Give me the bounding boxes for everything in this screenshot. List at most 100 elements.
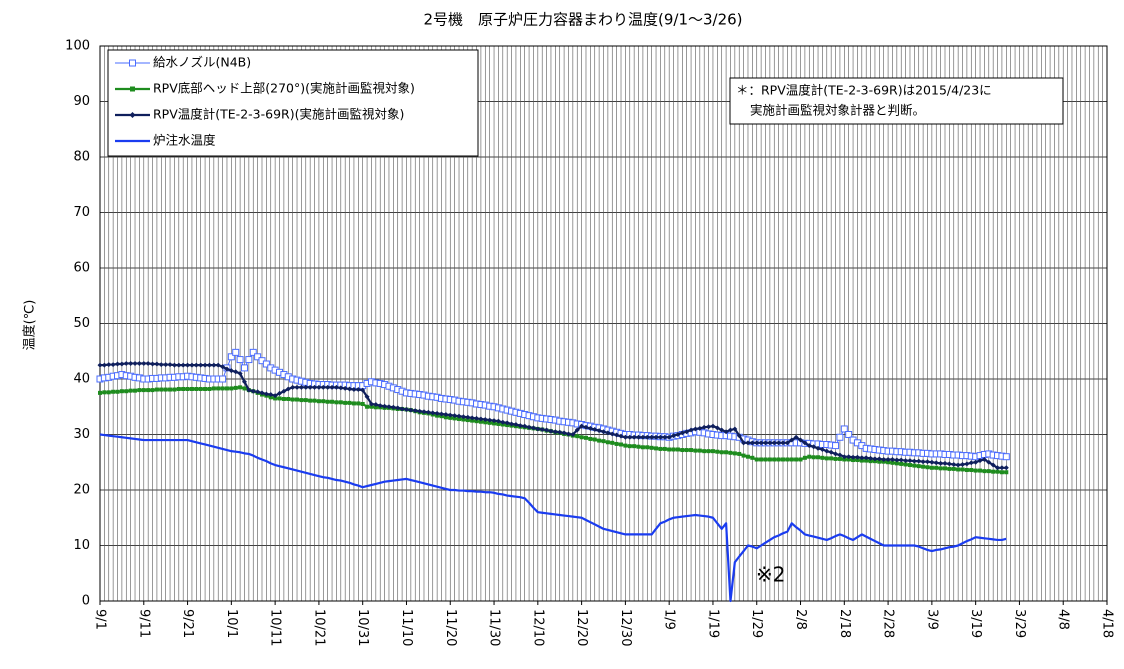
marker [881, 456, 887, 462]
marker [719, 427, 725, 433]
marker [816, 455, 821, 460]
marker [719, 450, 724, 455]
marker [741, 440, 747, 446]
marker [645, 445, 650, 450]
marker [868, 455, 874, 461]
marker [846, 454, 852, 460]
marker [750, 455, 755, 460]
marker [680, 448, 685, 453]
marker [237, 370, 243, 376]
marker [596, 428, 602, 434]
marker [934, 465, 939, 470]
y-axis-label: 温度(℃) [22, 300, 38, 351]
marker [168, 387, 173, 392]
marker [356, 401, 361, 406]
marker [544, 427, 550, 433]
marker [701, 424, 707, 430]
marker [978, 468, 983, 473]
marker [347, 386, 353, 392]
marker [981, 456, 987, 462]
marker [342, 385, 348, 391]
marker [614, 432, 620, 438]
marker [500, 419, 506, 425]
marker [933, 460, 939, 466]
marker [986, 469, 991, 474]
x-tick-label: 11/10 [399, 609, 414, 646]
marker [474, 419, 479, 424]
marker [487, 417, 493, 423]
legend-label: RPV底部ヘッド上部(270°)(実施計画監視対象) [153, 81, 415, 96]
marker [333, 384, 339, 390]
marker [846, 457, 851, 462]
marker [290, 397, 295, 402]
marker [312, 398, 317, 403]
marker [942, 460, 948, 466]
marker [448, 415, 453, 420]
marker [202, 362, 208, 368]
marker [238, 385, 243, 390]
marker [268, 395, 273, 400]
x-tick-label: 1/9 [662, 609, 677, 630]
marker [141, 388, 146, 393]
y-tick-label: 100 [65, 39, 90, 54]
marker [999, 470, 1004, 475]
marker [119, 389, 124, 394]
marker [688, 427, 694, 433]
marker [627, 444, 632, 449]
marker [583, 435, 588, 440]
marker [198, 362, 204, 368]
marker [889, 456, 895, 462]
marker [579, 435, 584, 440]
x-tick-label: 3/9 [924, 609, 939, 630]
marker [938, 466, 943, 471]
marker [920, 459, 926, 465]
marker [964, 468, 969, 473]
marker [447, 412, 453, 418]
marker [365, 404, 370, 409]
marker [723, 429, 729, 435]
marker [268, 392, 274, 398]
marker [574, 427, 580, 433]
marker [802, 455, 807, 460]
series-markers [98, 385, 1009, 475]
marker [575, 434, 580, 439]
marker [973, 459, 979, 465]
marker [899, 461, 904, 466]
marker [425, 409, 431, 415]
marker [240, 364, 248, 372]
marker [163, 362, 169, 368]
marker [815, 445, 821, 451]
marker [842, 457, 847, 462]
marker [868, 459, 873, 464]
marker [443, 415, 448, 420]
marker [517, 423, 523, 429]
note-box [729, 77, 1064, 125]
marker [548, 428, 554, 434]
marker [762, 440, 768, 446]
marker [864, 458, 869, 463]
marker [211, 386, 216, 391]
marker [679, 430, 685, 436]
x-tick-label: 10/11 [268, 609, 283, 646]
marker [836, 433, 844, 441]
plot-frame [99, 45, 1108, 602]
marker [854, 454, 860, 460]
marker [960, 461, 966, 467]
marker [968, 460, 974, 466]
grid [99, 45, 1108, 602]
marker [706, 449, 711, 454]
annotation: ※2 [756, 563, 785, 587]
marker [123, 360, 129, 366]
marker [290, 384, 296, 390]
marker [277, 390, 283, 396]
marker [702, 449, 707, 454]
marker [141, 360, 147, 366]
marker [671, 433, 677, 439]
marker [334, 400, 339, 405]
marker [863, 455, 869, 461]
marker [106, 390, 111, 395]
marker [592, 437, 597, 442]
marker [583, 424, 589, 430]
marker [277, 396, 282, 401]
marker [706, 424, 712, 430]
